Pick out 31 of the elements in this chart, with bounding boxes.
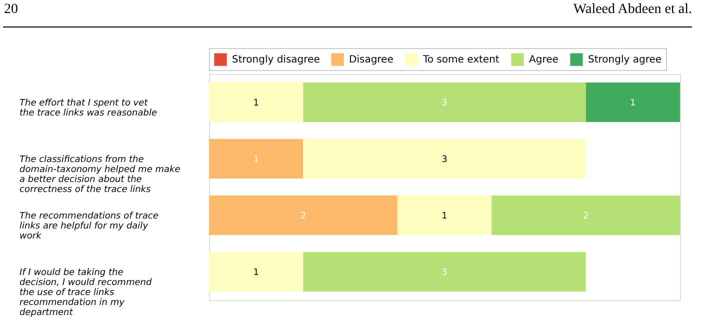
- bar: [209, 82, 304, 122]
- data-label: 3: [442, 268, 448, 278]
- data-label: 3: [442, 98, 448, 108]
- data-label: 2: [582, 211, 589, 222]
- legend-label: To some extent: [422, 54, 500, 66]
- data-label: 1: [442, 211, 448, 222]
- bar: [303, 82, 586, 122]
- bar: [492, 195, 680, 236]
- legend-label: Strongly disagree: [232, 54, 320, 66]
- y-tick-label: The classifications from the domain-taxonomy helped me make a better decision about the correctness of the trace links: [20, 154, 181, 195]
- text: 20: [4, 2, 18, 17]
- bar: [209, 138, 304, 179]
- data-label: 1: [253, 98, 259, 108]
- legend-label: Disagree: [349, 54, 394, 66]
- y-tick-label: The effort that I spent to vet the trace links was reasonable: [20, 98, 158, 118]
- data-label: 3: [442, 154, 448, 165]
- y-tick-label: If I would be taking the decision, I would recommend the use of trace links recommendation in my department: [20, 268, 152, 318]
- bar: [209, 252, 304, 292]
- y-tick-label: The recommendations of trace links are helpful for my daily work: [20, 211, 159, 242]
- legend-label: Strongly agree: [588, 54, 662, 66]
- bar: [397, 195, 492, 236]
- data-label: 1: [253, 154, 259, 165]
- bar: [303, 252, 586, 292]
- bar: [303, 138, 586, 179]
- text: Waleed Abdeen et al.: [573, 2, 692, 17]
- data-label: 2: [300, 211, 306, 222]
- bar: [209, 195, 398, 236]
- data-label: 1: [630, 98, 636, 108]
- bar: [586, 82, 680, 122]
- legend-label: Agree: [529, 54, 558, 66]
- data-label: 1: [253, 268, 259, 278]
